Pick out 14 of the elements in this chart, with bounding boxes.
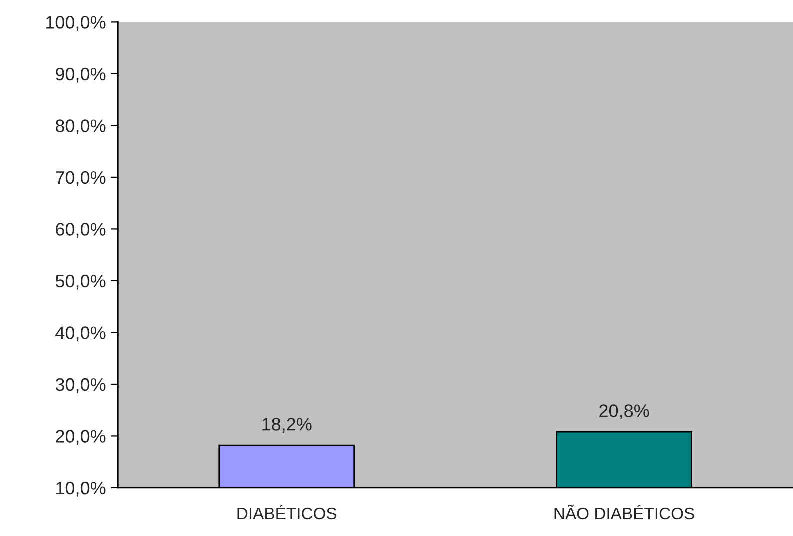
data-label: 18,2% bbox=[262, 418, 312, 433]
y-tick-label: 10,0% bbox=[56, 482, 106, 497]
x-tick-label: NÃO DIABÉTICOS bbox=[554, 504, 694, 520]
data-label: 20,8% bbox=[600, 404, 650, 420]
y-tick-label: 100,0% bbox=[46, 16, 106, 32]
y-tick-label: 30,0% bbox=[56, 378, 106, 394]
y-tick-label: 80,0% bbox=[56, 120, 106, 135]
y-tick-label: 40,0% bbox=[56, 326, 106, 342]
y-tick-label: 50,0% bbox=[56, 274, 106, 290]
y-tick-label: 20,0% bbox=[56, 430, 106, 446]
y-tick-label: 70,0% bbox=[56, 171, 106, 186]
x-tick-label: DIABÉTICOS bbox=[238, 505, 337, 520]
y-tick-label: 60,0% bbox=[56, 223, 106, 238]
y-tick-label: 90,0% bbox=[56, 68, 106, 83]
